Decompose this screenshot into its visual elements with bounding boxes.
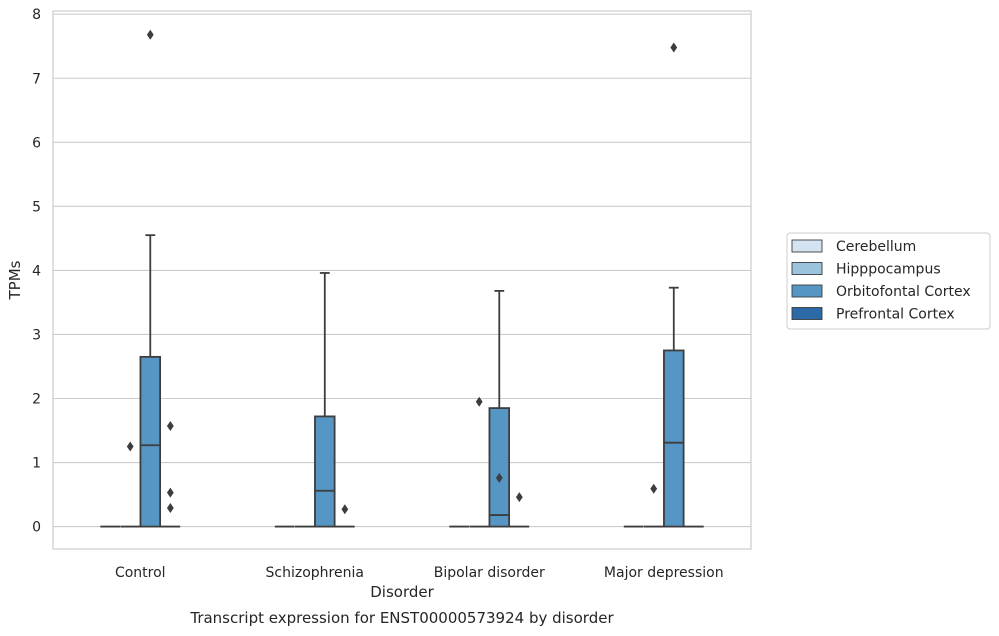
y-tick-label: 5 [32,199,41,215]
y-tick-label: 4 [32,263,41,279]
legend-label: Prefrontal Cortex [836,307,955,323]
legend-swatch [791,239,823,253]
legend-swatch [791,284,823,298]
outlier-point [166,421,174,432]
y-tick-label: 7 [32,71,41,87]
x-tick-label: Schizophrenia [266,565,364,581]
y-tick-label: 6 [32,135,41,151]
x-tick-label: Bipolar disorder [434,565,545,581]
y-tick-label: 3 [32,327,41,343]
outlier-point [515,492,523,503]
x-axis-ticks: Control Schizophrenia Bipolar disorder Majo… [115,565,724,581]
outlier-point [146,29,154,40]
outlier-point [166,487,174,498]
chart-title: Transcript expression for ENST0000057392… [189,609,614,627]
box-body [488,407,511,528]
box-hipppocampus-0 [120,441,141,528]
outlier-point [166,503,174,514]
x-tick-label: Major depression [604,565,724,581]
legend-label: Orbitofontal Cortex [836,284,971,300]
plot-area-frame [52,10,752,550]
legend-swatch [791,262,823,275]
box-prefrontal-cortex-0 [160,421,181,528]
outlier-point [650,483,658,494]
box-prefrontal-cortex-1 [335,504,355,528]
outlier-point [495,472,503,483]
legend-frame [786,232,991,330]
box-hipppocampus-3 [643,483,664,528]
legend-label: Cerebellum [836,239,916,255]
y-tick-label: 1 [32,456,41,472]
box-body [663,349,685,528]
box-orbitofontal-cortex-2 [488,289,511,528]
legend-swatch [791,307,823,320]
legend: Cerebellum Hipppocampus Orbitofontal Corte… [786,232,991,330]
box-orbitofontal-cortex-1 [314,272,336,528]
y-axis-ticks: 0 1 2 3 4 5 6 7 8 [32,7,41,535]
gridlines [53,13,751,528]
x-tick-label: Control [115,565,166,581]
box-orbitofontal-cortex-3 [663,42,685,528]
outlier-point [475,396,483,407]
outlier-point [670,42,678,53]
y-tick-label: 2 [32,391,41,407]
x-axis-label: Disorder [370,583,434,601]
y-tick-label: 0 [32,520,41,536]
box-body [314,415,336,528]
legend-label: Hipppocampus [836,262,941,278]
y-tick-label: 8 [32,7,41,23]
outlier-point [126,441,134,452]
box-plots [100,29,704,528]
box-prefrontal-cortex-2 [509,492,530,528]
box-hipppocampus-2 [469,396,490,528]
y-axis-label: TPMs [6,260,24,300]
box-body [139,355,162,528]
box-orbitofontal-cortex-0 [139,29,162,528]
outlier-point [341,504,349,515]
